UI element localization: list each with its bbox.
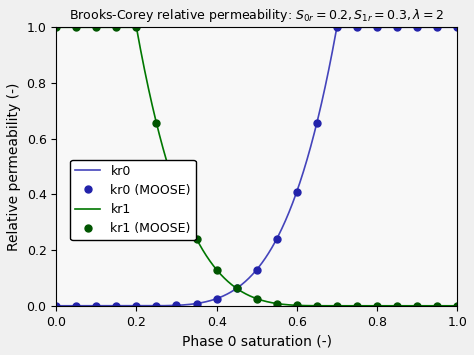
kr0 (MOOSE) [234,286,239,290]
kr0 (MOOSE) [374,25,380,29]
kr0 (MOOSE) [434,25,440,29]
kr0 [366,25,372,29]
kr1 (MOOSE) [254,296,259,301]
kr0 (MOOSE) [134,304,139,308]
Line: kr1: kr1 [56,27,457,306]
kr0 [328,54,334,58]
kr0 [216,296,221,300]
kr1 (MOOSE) [394,304,400,308]
kr0 (MOOSE) [394,25,400,29]
kr1 (MOOSE) [354,304,360,308]
kr1 (MOOSE) [434,304,440,308]
kr1 (MOOSE) [54,25,59,29]
kr1 [334,304,340,308]
kr1 (MOOSE) [194,237,200,241]
X-axis label: Phase 0 saturation (-): Phase 0 saturation (-) [182,334,332,348]
kr0 (MOOSE) [54,304,59,308]
kr0 (MOOSE) [73,304,79,308]
kr1 (MOOSE) [113,25,119,29]
kr1 [54,25,59,29]
Legend: kr0, kr0 (MOOSE), kr1, kr1 (MOOSE): kr0, kr0 (MOOSE), kr1, kr1 (MOOSE) [71,160,196,240]
Line: kr0 (MOOSE): kr0 (MOOSE) [53,24,461,309]
kr1 [454,304,460,308]
kr1 (MOOSE) [134,25,139,29]
kr0 (MOOSE) [93,304,99,308]
kr1 [328,304,334,308]
kr0 (MOOSE) [173,303,179,307]
kr0 [334,25,340,29]
kr0 (MOOSE) [454,25,460,29]
Y-axis label: Relative permeability (-): Relative permeability (-) [7,82,21,251]
Title: Brooks-Corey relative permeability: $S_{0r} = 0.2, S_{1r} = 0.3, \lambda = 2$: Brooks-Corey relative permeability: $S_{… [69,7,444,24]
kr0 (MOOSE) [154,304,159,308]
kr0 [454,25,460,29]
kr0 (MOOSE) [194,301,200,306]
kr0 (MOOSE) [334,25,340,29]
Line: kr0: kr0 [56,27,457,306]
kr1 (MOOSE) [73,25,79,29]
kr1 (MOOSE) [214,268,219,272]
kr0 [374,25,379,29]
kr1 (MOOSE) [454,304,460,308]
kr0 (MOOSE) [314,121,319,125]
kr0 (MOOSE) [113,304,119,308]
kr0 [94,304,100,308]
kr1 (MOOSE) [294,303,300,307]
kr1 (MOOSE) [314,304,319,308]
kr1 (MOOSE) [154,121,159,125]
Line: kr1 (MOOSE): kr1 (MOOSE) [53,24,461,309]
kr0 (MOOSE) [294,190,300,194]
kr0 [54,304,59,308]
kr1 (MOOSE) [274,301,280,306]
kr1 (MOOSE) [234,286,239,290]
kr1 [374,304,379,308]
kr0 (MOOSE) [254,268,259,272]
kr1 (MOOSE) [374,304,380,308]
kr0 [230,289,236,293]
kr0 (MOOSE) [414,25,420,29]
kr0 (MOOSE) [354,25,360,29]
kr1 [366,304,372,308]
kr1 [230,283,236,288]
kr1 (MOOSE) [414,304,420,308]
kr0 (MOOSE) [214,296,219,301]
kr1 (MOOSE) [334,304,340,308]
kr1 (MOOSE) [173,190,179,194]
kr0 (MOOSE) [274,237,280,241]
kr1 (MOOSE) [93,25,99,29]
kr1 [216,270,221,274]
kr1 [94,25,100,29]
